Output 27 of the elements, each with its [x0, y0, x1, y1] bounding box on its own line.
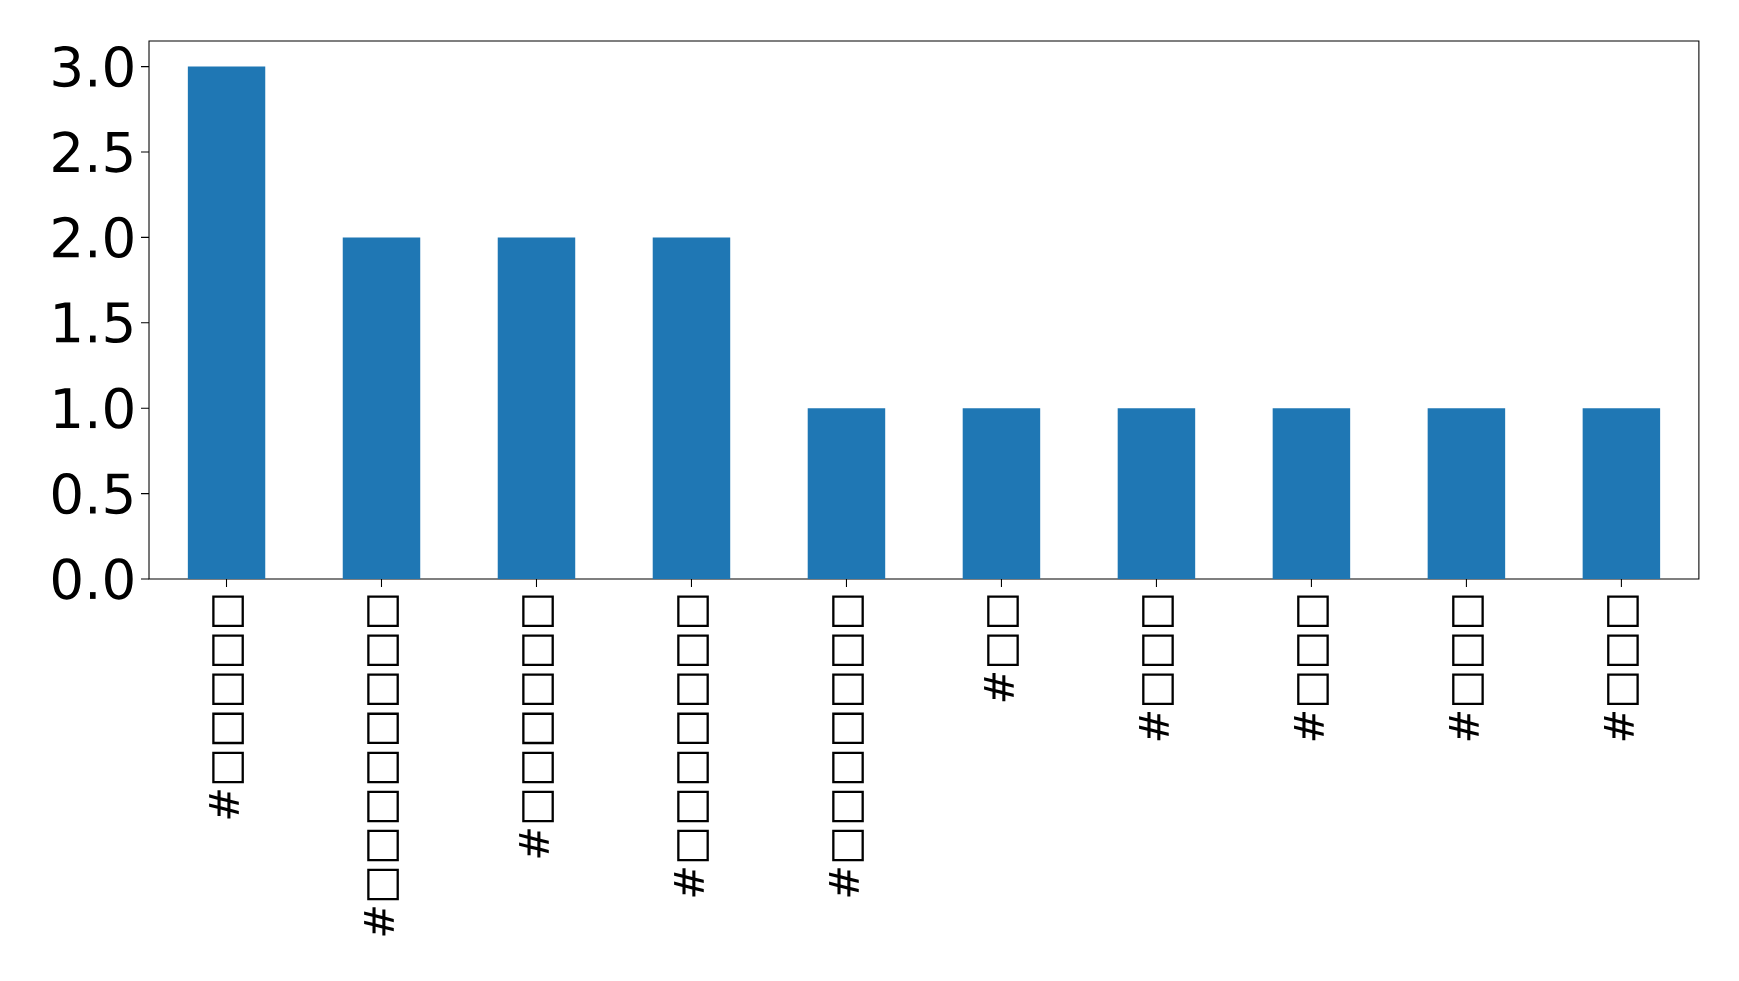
bar — [1272, 408, 1351, 579]
bar — [1427, 408, 1506, 579]
x-tick-label: #□□ — [984, 595, 1019, 702]
x-tick-label: #□□□ — [1139, 595, 1174, 741]
bar — [497, 237, 576, 579]
y-tick-label: 1.0 — [55, 387, 133, 429]
x-tick-label: #□□□□□□□ — [829, 595, 864, 897]
bar — [807, 408, 886, 579]
bar — [652, 237, 731, 579]
y-tick-label: 2.0 — [53, 216, 133, 259]
bar — [962, 408, 1041, 579]
x-tick-label: #□□□ — [1449, 595, 1484, 741]
y-tick-label: 2.5 — [53, 131, 132, 173]
y-tick-label: 3.0 — [53, 45, 133, 88]
bar — [1582, 408, 1661, 579]
x-tick-label: #□□□□□□□ — [674, 595, 709, 897]
x-tick-label: #□□□ — [1294, 595, 1329, 741]
y-tick-label: 0.5 — [52, 472, 132, 515]
y-tick-label: 1.5 — [55, 302, 132, 344]
x-tick-label: #□□□□□□ — [519, 595, 554, 858]
bar — [1117, 408, 1196, 579]
x-tick-label: #□□□□□□□□ — [364, 595, 399, 936]
x-tick-label: #□□□□□ — [209, 595, 244, 819]
y-tick-label: 0.0 — [52, 558, 133, 600]
bar — [342, 237, 421, 579]
bar — [187, 66, 266, 579]
x-tick-label: #□□□ — [1604, 595, 1639, 741]
